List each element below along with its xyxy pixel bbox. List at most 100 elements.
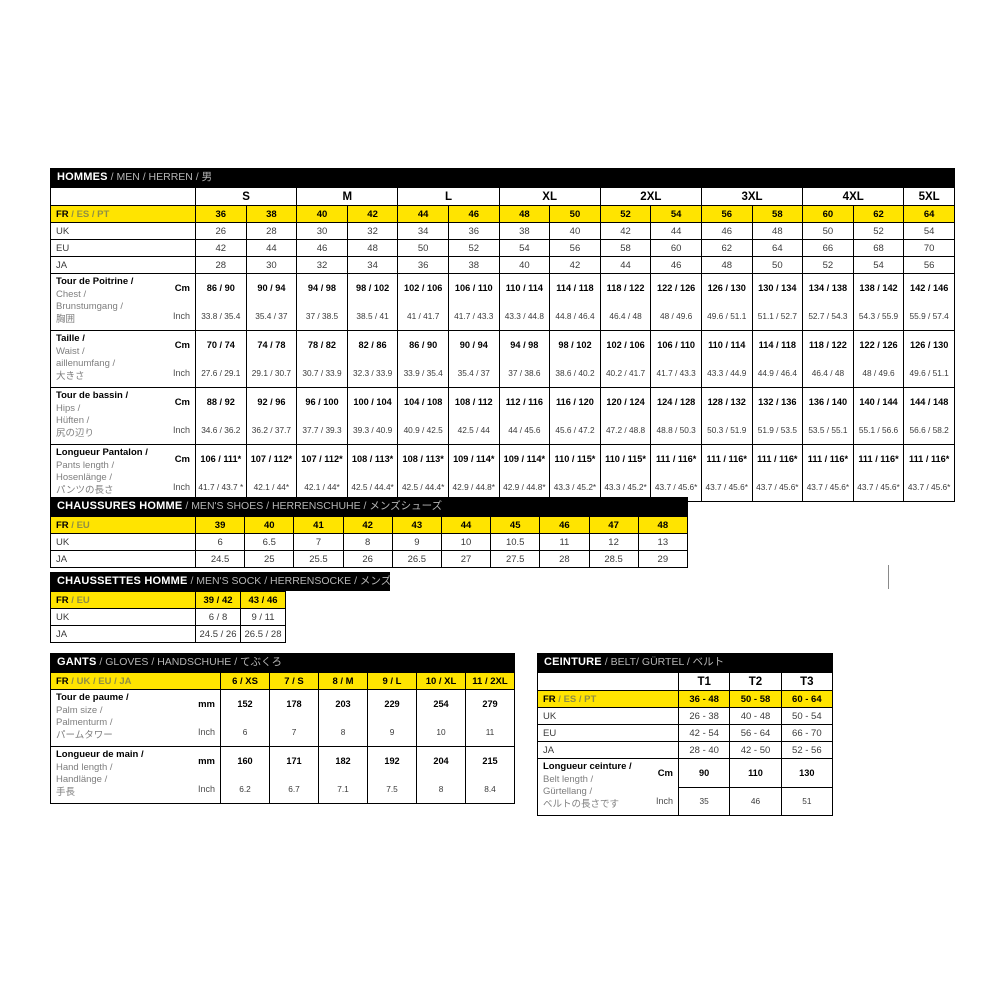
- measurement-value-cell: 112 / 116 44 / 45.6: [498, 387, 551, 445]
- size-value-cell: 40 - 48: [729, 707, 782, 725]
- value-bottom: 41 / 41.7: [407, 311, 440, 321]
- region-size-row: EU 42 44 46 48 50 52 54 56 58 60 62 64 66 68 70: [50, 239, 955, 257]
- size-group-cell: 2XL: [599, 187, 702, 206]
- measurement-value-cell: 128 / 132 50.3 / 51.9: [700, 387, 753, 445]
- measurement-row: Longueur ceinture / Belt length / Gürtella…: [537, 758, 834, 816]
- size-value-cell: 6 / 8: [195, 608, 241, 626]
- size-value-cell: 10: [440, 533, 492, 551]
- measurement-name-line: Gürtellang /: [543, 786, 593, 797]
- measurement-name-line: 胸囲: [56, 313, 76, 325]
- measurement-name: Taille / Waist / aillenumfang / 大きさ: [52, 332, 115, 387]
- size-value-cell: 25: [244, 550, 295, 568]
- hommes-size-table: S M L XL 2XL 3XL 4XL 5XL FR / ES / PT 36 38 40 42 44 4…: [50, 187, 955, 502]
- value-bottom: 7.5: [386, 784, 398, 794]
- measurement-value-cell: 110 / 115* 43.3 / 45.2*: [599, 444, 652, 502]
- size-value-cell: 36: [447, 222, 500, 240]
- size-value-cell: 42: [599, 222, 652, 240]
- region-label-bold: FR: [56, 519, 69, 531]
- size-value-cell: 40: [549, 222, 601, 240]
- measurement-value-cell: 142 / 146 55.9 / 57.4: [903, 273, 955, 331]
- value-bottom: 8: [340, 727, 346, 737]
- value-bottom: 8: [438, 784, 444, 794]
- value-top: 110 / 114: [505, 283, 544, 293]
- measurement-value-cell: 204 8: [416, 746, 466, 804]
- measurement-value-cell: 126 / 130 49.6 / 51.1: [700, 273, 753, 331]
- size-value-cell: 30: [296, 222, 348, 240]
- value-top: 111 / 116*: [706, 454, 747, 464]
- unit-labels: mm Inch: [198, 748, 220, 803]
- value-top: 108 / 113*: [402, 454, 444, 464]
- size-value-cell: 48: [498, 205, 551, 223]
- measurement-name: Tour de Poitrine / Chest / Brunstumgang / 胸…: [52, 275, 133, 330]
- measurement-value-cell: 136 / 140 53.5 / 55.1: [802, 387, 854, 445]
- value-bottom: 41.7 / 43.7 *: [198, 482, 244, 492]
- size-value-cell: 8: [342, 533, 393, 551]
- size-value-cell: 24.5 / 26: [195, 625, 241, 643]
- measurement-value-cell: 111 / 116* 43.7 / 45.6*: [700, 444, 753, 502]
- size-value-cell: 52: [852, 222, 905, 240]
- value-bottom: 35: [699, 795, 709, 806]
- value-top: 134 / 138: [808, 283, 848, 293]
- size-value-cell: 48: [700, 256, 753, 274]
- size-value-cell: 42 - 54: [677, 724, 731, 742]
- socks-title: CHAUSSETTES HOMME: [57, 575, 188, 587]
- measurement-value-cell: 111 / 116* 43.7 / 45.6*: [751, 444, 804, 502]
- region-label-cell: UK: [50, 222, 196, 240]
- measurement-value-cell: 90 / 94 35.4 / 37: [447, 330, 500, 388]
- unit-bottom-label: Inch: [172, 311, 190, 322]
- measurement-value-cell: 110 / 114 43.3 / 44.8: [498, 273, 551, 331]
- value-bottom: 38.5 / 41: [356, 311, 389, 321]
- size-value-cell: 46: [539, 516, 590, 534]
- value-bottom: 42.5 / 44: [457, 425, 490, 435]
- size-group-cell: 3XL: [700, 187, 804, 206]
- measurement-name-line: Palmenturm /: [56, 717, 113, 728]
- value-bottom: 43.7 / 45.6*: [806, 482, 850, 492]
- measurement-value-cell: 107 / 112* 42.1 / 44*: [245, 444, 298, 502]
- unit-labels: Cm Inch: [172, 275, 195, 330]
- value-bottom: 54.3 / 55.9: [858, 311, 899, 321]
- measurement-value-cell: 94 / 98 37 / 38.5: [296, 273, 348, 331]
- measurement-value-cell: 92 / 96 36.2 / 37.7: [245, 387, 298, 445]
- value-top: 90 / 94: [459, 340, 488, 350]
- measurement-value-cell: 109 / 114* 42.9 / 44.8*: [498, 444, 551, 502]
- value-top: 100 / 104: [353, 397, 392, 407]
- value-bottom: 43.7 / 45.6*: [907, 482, 951, 492]
- belt-title: CEINTURE: [544, 656, 602, 668]
- socks-section: CHAUSSETTES HOMME / MEN'S SOCK / HERRENS…: [50, 572, 390, 643]
- size-value-cell: 28: [539, 550, 590, 568]
- value-top: 82 / 86: [358, 340, 387, 350]
- size-value-cell: 7: [293, 533, 344, 551]
- region-size-row: FR / ES / PT 36 - 48 50 - 58 60 - 64: [537, 690, 834, 708]
- size-value-cell: 10.5: [490, 533, 541, 551]
- measurement-value-cell: 182 7.1: [318, 746, 368, 804]
- size-value-cell: 44: [650, 222, 702, 240]
- value-bottom: 44 / 45.6: [508, 425, 541, 435]
- value-bottom: 49.6 / 51.1: [707, 311, 747, 321]
- size-value-cell: 26.5: [391, 550, 442, 568]
- size-value-cell: 9: [391, 533, 442, 551]
- measurement-name-line: Chest /: [56, 288, 87, 300]
- value-bottom: 43.3 / 44.9: [707, 368, 747, 378]
- measurement-value-cell: 78 / 82 30.7 / 33.9: [296, 330, 348, 388]
- measurement-label-cell: Tour de bassin / Hips / Hüften / 尻の辺り Cm Inch: [50, 387, 196, 445]
- measurement-name-line: ベルトの長さです: [543, 798, 620, 810]
- size-value-cell: 46: [447, 205, 500, 223]
- measurement-name-line: Belt length /: [543, 773, 594, 785]
- measurement-name: Longueur Pantalon / Pants length / Hosenlä…: [52, 446, 148, 501]
- size-value-cell: 38: [245, 205, 298, 223]
- size-value-cell: 6: [194, 533, 246, 551]
- size-value-cell: 32: [296, 256, 348, 274]
- gloves-title-translations: / GLOVES / HANDSCHUHE / てぶくろ: [96, 656, 283, 668]
- value-top: 116 / 120: [556, 397, 594, 407]
- size-value-cell: 48: [346, 239, 399, 257]
- measurement-value-cell: 74 / 78 29.1 / 30.7: [245, 330, 298, 388]
- value-top: 111 / 116*: [908, 454, 950, 464]
- size-value-cell: 60: [650, 239, 702, 257]
- size-value-cell: 64: [751, 239, 804, 257]
- value-top: 229: [384, 699, 400, 709]
- value-top: 128 / 132: [707, 397, 746, 407]
- value-top: 130: [782, 760, 832, 788]
- size-value-cell: 50 - 54: [780, 707, 834, 725]
- value-bottom: 37 / 38.5: [305, 311, 339, 321]
